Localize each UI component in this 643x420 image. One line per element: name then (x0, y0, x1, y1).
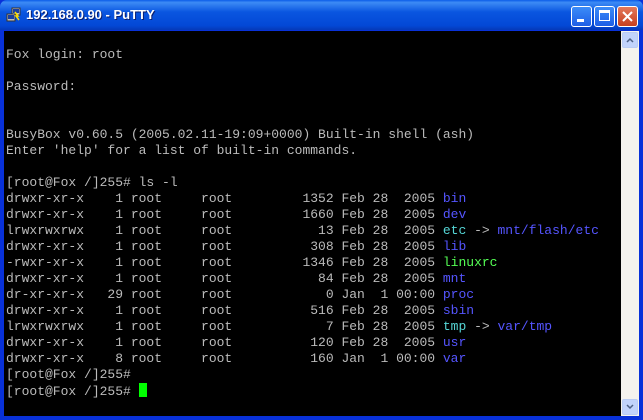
minimize-button[interactable] (571, 6, 592, 27)
terminal-text: drwxr-xr-x 1 root root 84 Feb 28 2005 (6, 271, 443, 286)
file-name-exec: linuxrc (442, 255, 498, 270)
maximize-icon (599, 10, 610, 21)
file-name-dir: proc (442, 287, 475, 302)
terminal-line (4, 111, 621, 127)
terminal-line: drwxr-xr-x 1 root root 516 Feb 28 2005 s… (4, 303, 621, 319)
minimize-icon (577, 19, 584, 22)
terminal-text: -> (466, 319, 498, 334)
terminal-line: drwxr-xr-x 1 root root 84 Feb 28 2005 mn… (4, 271, 621, 287)
maximize-button[interactable] (594, 6, 615, 27)
file-name-link: tmp (442, 319, 467, 334)
terminal-text: drwxr-xr-x 1 root root 1660 Feb 28 2005 (6, 207, 443, 222)
terminal-text: Fox login: root (6, 47, 124, 62)
terminal-line: [root@Fox /]255# (4, 383, 621, 399)
terminal-line (4, 159, 621, 175)
terminal-line: drwxr-xr-x 1 root root 1660 Feb 28 2005 … (4, 207, 621, 223)
terminal-text: lrwxrwxrwx 1 root root 7 Feb 28 2005 (6, 319, 443, 334)
terminal-line: drwxr-xr-x 1 root root 1352 Feb 28 2005 … (4, 191, 621, 207)
terminal-text: dr-xr-xr-x 29 root root 0 Jan 1 00:00 (6, 287, 443, 302)
file-name-dir: dev (442, 207, 467, 222)
putty-icon (6, 7, 21, 22)
terminal-text: BusyBox v0.60.5 (2005.02.11-19:09+0000) … (6, 127, 475, 142)
window-title: 192.168.0.90 - PuTTY (26, 7, 155, 22)
close-icon (622, 11, 633, 22)
file-name-link: etc (442, 223, 467, 238)
terminal-text: Enter 'help' for a list of built-in comm… (6, 143, 358, 158)
file-name-dir: sbin (442, 303, 475, 318)
terminal-text: [root@Fox /]255# ls -l (6, 175, 178, 190)
terminal-text: Password: (6, 79, 77, 94)
close-button[interactable] (617, 6, 638, 27)
terminal-line: Password: (4, 79, 621, 95)
file-name-dir: lib (442, 239, 467, 254)
terminal-line (4, 31, 621, 47)
terminal-line: dr-xr-xr-x 29 root root 0 Jan 1 00:00 pr… (4, 287, 621, 303)
terminal-text: [root@Fox /]255# (6, 384, 139, 399)
terminal-text: -rwxr-xr-x 1 root root 1346 Feb 28 2005 (6, 255, 443, 270)
scroll-up-button[interactable] (622, 32, 638, 48)
vertical-scrollbar[interactable] (621, 31, 639, 416)
terminal-line (4, 63, 621, 79)
terminal-text: drwxr-xr-x 1 root root 1352 Feb 28 2005 (6, 191, 443, 206)
file-name-dir: usr (442, 335, 467, 350)
terminal-line: Fox login: root (4, 47, 621, 63)
terminal-text: [root@Fox /]255# (6, 367, 139, 382)
title-bar[interactable]: 192.168.0.90 - PuTTY (0, 0, 643, 30)
terminal-line: drwxr-xr-x 8 root root 160 Jan 1 00:00 v… (4, 351, 621, 367)
terminal-line: drwxr-xr-x 1 root root 120 Feb 28 2005 u… (4, 335, 621, 351)
terminal-line: BusyBox v0.60.5 (2005.02.11-19:09+0000) … (4, 127, 621, 143)
terminal-text: drwxr-xr-x 1 root root 120 Feb 28 2005 (6, 335, 443, 350)
terminal-text: -> (466, 223, 498, 238)
file-name-dir: var/tmp (497, 319, 553, 334)
chevron-up-icon (626, 37, 634, 43)
terminal-line: lrwxrwxrwx 1 root root 7 Feb 28 2005 tmp… (4, 319, 621, 335)
scroll-down-button[interactable] (622, 399, 638, 415)
terminal-text: drwxr-xr-x 1 root root 516 Feb 28 2005 (6, 303, 443, 318)
terminal-output[interactable]: Fox login: root Password: BusyBox v0.60.5 … (4, 31, 621, 416)
chevron-down-icon (626, 404, 634, 410)
file-name-dir: mnt (442, 271, 467, 286)
terminal-line: drwxr-xr-x 1 root root 308 Feb 28 2005 l… (4, 239, 621, 255)
terminal-line: lrwxrwxrwx 1 root root 13 Feb 28 2005 et… (4, 223, 621, 239)
terminal-line (4, 95, 621, 111)
terminal-line: [root@Fox /]255# ls -l (4, 175, 621, 191)
terminal-text: lrwxrwxrwx 1 root root 13 Feb 28 2005 (6, 223, 443, 238)
terminal-line: -rwxr-xr-x 1 root root 1346 Feb 28 2005 … (4, 255, 621, 271)
file-name-dir: var (442, 351, 467, 366)
file-name-dir: mnt/flash/etc (497, 223, 599, 238)
terminal-text: drwxr-xr-x 8 root root 160 Jan 1 00:00 (6, 351, 443, 366)
terminal-line: Enter 'help' for a list of built-in comm… (4, 143, 621, 159)
text-cursor (138, 383, 147, 397)
terminal-line: [root@Fox /]255# (4, 367, 621, 383)
file-name-dir: bin (442, 191, 467, 206)
terminal-text: drwxr-xr-x 1 root root 308 Feb 28 2005 (6, 239, 443, 254)
